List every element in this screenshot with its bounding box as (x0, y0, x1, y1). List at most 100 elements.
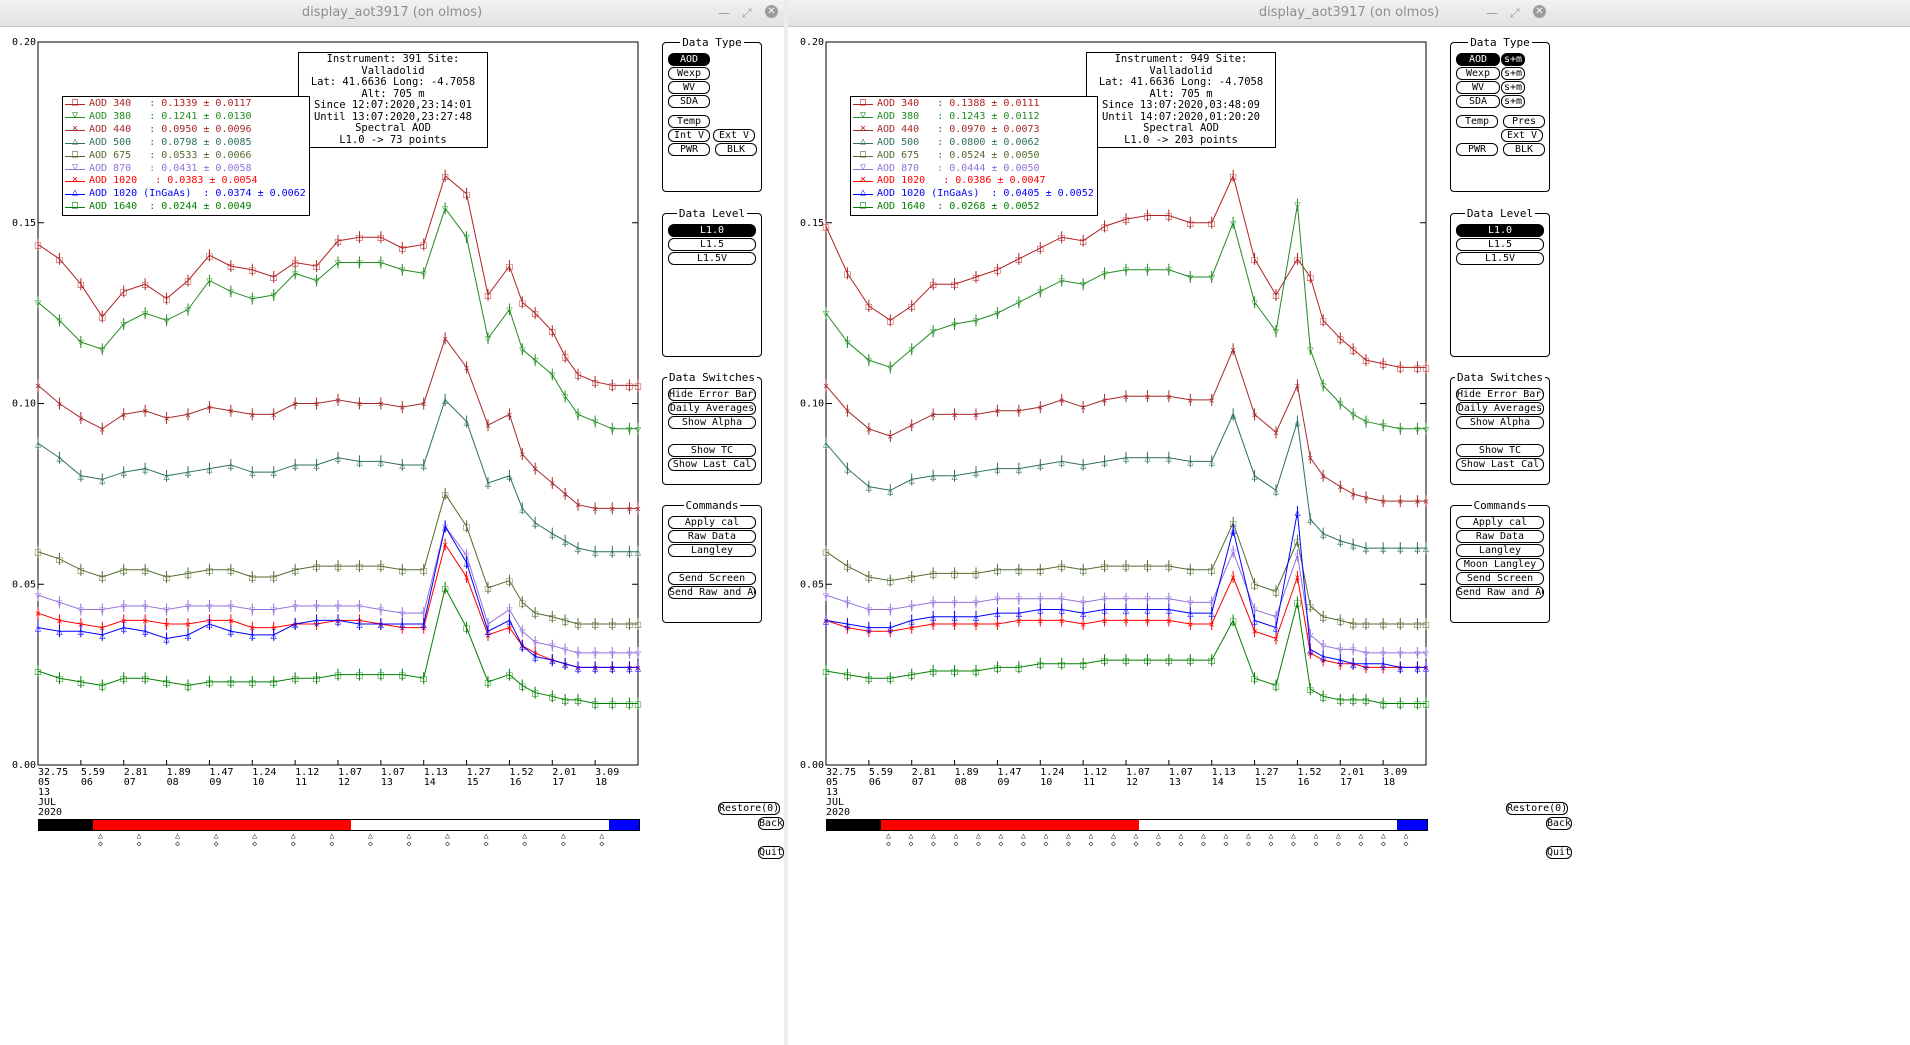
show-last-cal-button[interactable]: Show Last Cal (1456, 458, 1544, 471)
show-last-cal-button[interactable]: Show Last Cal (668, 458, 756, 471)
temp-button[interactable]: Temp (1456, 115, 1498, 128)
data-point: ▽ (1187, 598, 1194, 607)
x-tick-value: 1.52 (509, 767, 533, 778)
s-plus-m-button[interactable]: s+m (1501, 81, 1525, 94)
blk-button[interactable]: BLK (1503, 143, 1545, 156)
send-raw-and-aod-button[interactable]: Send Raw and AOD (1456, 586, 1544, 599)
s-plus-m-button[interactable]: s+m (1501, 53, 1525, 66)
data-level-l1-5v-button[interactable]: L1.5V (1456, 252, 1544, 265)
measurement-marker-icon: △ ◇ (136, 831, 142, 848)
data-type-wexp-button[interactable]: Wexp (1456, 67, 1500, 80)
pres-button[interactable]: Pres (1503, 115, 1545, 128)
data-point: △ (592, 548, 599, 557)
data-point: ▽ (1016, 298, 1023, 307)
data-point: △ (1380, 544, 1387, 553)
data-point: ▽ (1363, 649, 1370, 658)
minimize-icon[interactable]: — (1486, 6, 1498, 20)
send-screen-button[interactable]: Send Screen (668, 572, 756, 585)
legend-label: AOD 1640 : 0.0244 ± 0.0049 (89, 201, 252, 213)
data-level-l1-0-button[interactable]: L1.0 (1456, 224, 1544, 237)
measurement-marker-icon: △ ◇ (1291, 831, 1296, 848)
send-screen-button[interactable]: Send Screen (1456, 572, 1544, 585)
data-level-l1-5v-button[interactable]: L1.5V (668, 252, 756, 265)
restore-button[interactable]: Restore(0) (1506, 802, 1568, 815)
series-line (825, 575, 1426, 668)
data-point: ▽ (844, 338, 851, 347)
data-point: × (1294, 381, 1301, 390)
show-tc-button[interactable]: Show TC (1456, 444, 1544, 457)
data-point: ▽ (887, 363, 894, 372)
window-titlebar[interactable]: display_aot3917 (on olmos) (788, 0, 1910, 27)
daily-averages-button[interactable]: Daily Averages (668, 402, 756, 415)
blk-button[interactable]: BLK (715, 143, 757, 156)
send-raw-and-aod-button[interactable]: Send Raw and AOD (668, 586, 756, 599)
show-tc-button[interactable]: Show TC (668, 444, 756, 457)
x-tick-day: 09 (209, 777, 221, 788)
data-point: □ (1307, 602, 1315, 611)
data-point: × (420, 400, 427, 409)
series-aod-340: □□□□□□□□□□□□□□□□□□□□□□□□□□□□□□□□ (34, 169, 642, 392)
timeline-bar[interactable] (38, 819, 640, 831)
quit-button[interactable]: Quit (1546, 846, 1572, 859)
data-type-aod-button[interactable]: AOD (1456, 53, 1500, 66)
data-type-aod-button[interactable]: AOD (668, 53, 710, 66)
s-plus-m-button[interactable]: s+m (1501, 67, 1525, 80)
data-level-l1-5-button[interactable]: L1.5 (1456, 238, 1544, 251)
data-point: △ (532, 653, 539, 662)
raw-data-button[interactable]: Raw Data (1456, 530, 1544, 543)
legend-swatch (853, 194, 873, 196)
data-type-sda-button[interactable]: SDA (1456, 95, 1500, 108)
close-icon[interactable]: ✕ (765, 5, 778, 18)
data-type-wexp-button[interactable]: Wexp (668, 67, 710, 80)
data-type-wv-button[interactable]: WV (668, 81, 710, 94)
show-alpha-button[interactable]: Show Alpha (668, 416, 756, 429)
data-point: □ (77, 678, 85, 687)
close-icon[interactable]: ✕ (1533, 5, 1546, 18)
restore-button[interactable]: Restore(0) (718, 802, 780, 815)
s-plus-m-button[interactable]: s+m (1501, 95, 1525, 108)
maximize-icon[interactable]: ⤢ (742, 6, 752, 20)
minimize-icon[interactable]: — (718, 6, 730, 20)
apply-cal-button[interactable]: Apply cal (668, 516, 756, 529)
quit-button[interactable]: Quit (758, 846, 784, 859)
data-point: □ (951, 667, 959, 676)
data-type-wv-button[interactable]: WV (1456, 81, 1500, 94)
back-button[interactable]: Back (1546, 817, 1572, 830)
hide-error-bars-button[interactable]: Hide Error Bars (1456, 388, 1544, 401)
langley-button[interactable]: Langley (1456, 544, 1544, 557)
data-point: □ (1307, 685, 1315, 694)
langley-button[interactable]: Langley (668, 544, 756, 557)
data-point: □ (1122, 656, 1130, 665)
data-type-sda-button[interactable]: SDA (668, 95, 710, 108)
data-level-l1-0-button[interactable]: L1.0 (668, 224, 756, 237)
data-point: △ (485, 627, 492, 636)
data-point: ▽ (313, 602, 320, 611)
ext-v-button[interactable]: Ext V (1501, 129, 1543, 142)
x-tick-day: 16 (509, 777, 521, 788)
ext-v-button[interactable]: Ext V (713, 129, 755, 142)
data-point: △ (823, 439, 830, 448)
apply-cal-button[interactable]: Apply cal (1456, 516, 1544, 529)
temp-button[interactable]: Temp (668, 115, 710, 128)
show-alpha-button[interactable]: Show Alpha (1456, 416, 1544, 429)
series-line (825, 602, 1426, 705)
moon-langley-button[interactable]: Moon Langley (1456, 558, 1544, 571)
raw-data-button[interactable]: Raw Data (668, 530, 756, 543)
window-titlebar[interactable]: display_aot3917 (on olmos) (0, 0, 784, 27)
data-point: ▽ (99, 606, 106, 615)
daily-averages-button[interactable]: Daily Averages (1456, 402, 1544, 415)
data-point: △ (1320, 530, 1327, 539)
int-v-button[interactable]: Int V (668, 129, 710, 142)
data-point: △ (1307, 645, 1314, 654)
data-level-l1-5-button[interactable]: L1.5 (668, 238, 756, 251)
maximize-icon[interactable]: ⤢ (1510, 6, 1520, 20)
pwr-button[interactable]: PWR (668, 143, 710, 156)
back-button[interactable]: Back (758, 817, 784, 830)
hide-error-bars-button[interactable]: Hide Error Bars (668, 388, 756, 401)
timeline-bar[interactable] (826, 819, 1428, 831)
pwr-button[interactable]: PWR (1456, 143, 1498, 156)
data-point: □ (1362, 696, 1370, 705)
data-point: △ (951, 613, 958, 622)
